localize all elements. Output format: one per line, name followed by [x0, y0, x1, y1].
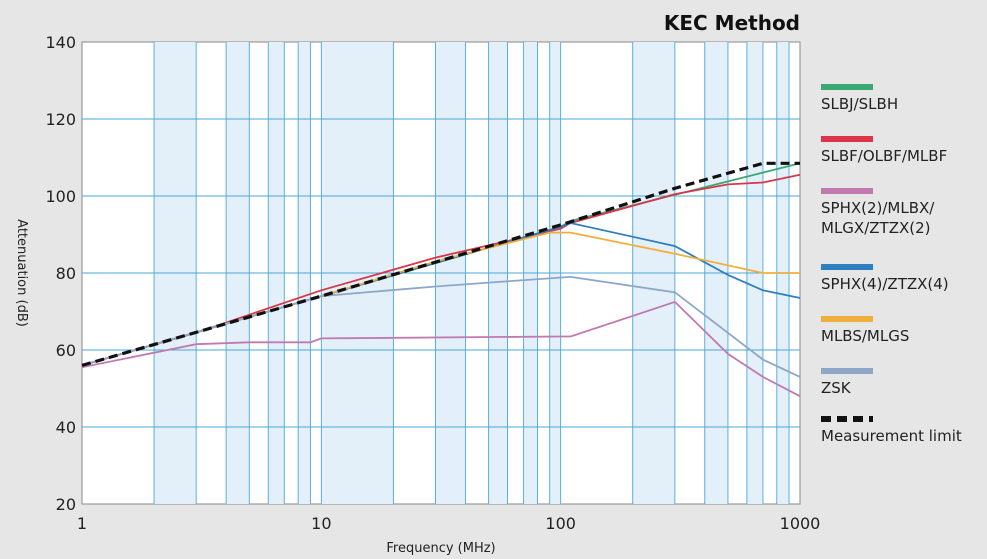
x-tick-labels: 1 10 100 1000	[77, 514, 820, 533]
legend-swatch	[821, 264, 873, 270]
x-tick-label: 10	[311, 514, 331, 533]
y-tick-labels: 20 40 60 80 100 120 140	[45, 33, 76, 514]
legend-item: SLBJ/SLBH	[821, 84, 898, 114]
y-axis-title: Attenuation (dB)	[14, 219, 29, 327]
chart-title: KEC Method	[664, 11, 800, 35]
y-tick-label: 20	[56, 495, 76, 514]
y-tick-label: 40	[56, 418, 76, 437]
legend-label: SPHX(2)/MLBX/ MLGX/ZTZX(2)	[821, 199, 935, 237]
legend-swatch	[821, 316, 873, 322]
legend-swatch	[821, 416, 873, 422]
y-tick-label: 140	[45, 33, 76, 52]
legend-label: Measurement limit	[821, 427, 962, 445]
legend-item: SPHX(2)/MLBX/ MLGX/ZTZX(2)	[821, 188, 934, 238]
legend-item: MLBS/MLGS	[821, 316, 909, 346]
legend-swatch	[821, 188, 873, 194]
legend-swatch	[821, 84, 873, 90]
x-tick-label: 1000	[780, 514, 821, 533]
series-line	[81, 300, 801, 397]
legend-item: SPHX(4)/ZTZX(4)	[821, 264, 949, 294]
series-line	[81, 275, 801, 378]
y-tick-label: 120	[45, 110, 76, 129]
x-axis-title: Frequency (MHz)	[386, 541, 495, 556]
x-tick-label: 100	[545, 514, 576, 533]
legend-label: SLBJ/SLBH	[821, 95, 899, 113]
y-tick-label: 60	[56, 341, 76, 360]
legend-item: ZSK	[821, 368, 873, 398]
x-tick-label: 1	[77, 514, 87, 533]
y-grid	[82, 118, 800, 428]
series-line-measurement-limit	[81, 161, 800, 367]
legend-item: Measurement limit	[821, 416, 962, 446]
legend-item: SLBF/OLBF/MLBF	[821, 136, 947, 166]
y-tick-label: 80	[56, 264, 76, 283]
series-layer	[81, 161, 801, 397]
y-tick-label: 100	[45, 187, 76, 206]
legend-label: MLBS/MLGS	[821, 327, 910, 345]
legend-label: ZSK	[821, 379, 851, 397]
legend-swatch	[821, 368, 873, 374]
legend-label: SPHX(4)/ZTZX(4)	[821, 275, 949, 293]
legend-swatch	[821, 136, 873, 142]
legend-label: SLBF/OLBF/MLBF	[821, 147, 948, 165]
